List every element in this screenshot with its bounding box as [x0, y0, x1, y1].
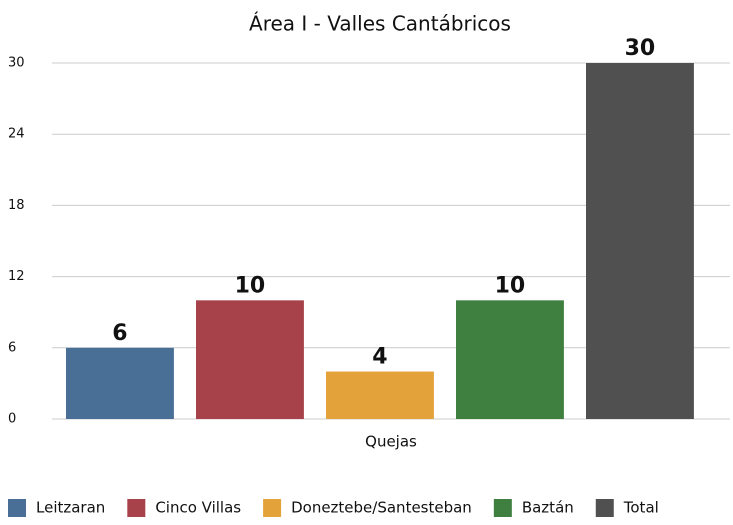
y-tick-label: 30 [8, 56, 25, 71]
legend-swatch [8, 499, 26, 517]
data-label: 10 [495, 273, 526, 298]
y-tick-label: 6 [8, 340, 16, 355]
legend-swatch [127, 499, 146, 517]
data-label: 4 [372, 345, 387, 370]
legend-label: Cinco Villas [155, 499, 241, 517]
legend-label: Baztán [522, 499, 574, 517]
bar [326, 371, 434, 419]
bar [66, 347, 174, 419]
legend-swatch [493, 499, 512, 517]
legend-label: Leitzaran [36, 499, 105, 517]
bar [456, 300, 564, 419]
y-tick-label: 24 [8, 127, 25, 142]
legend-swatch [263, 499, 282, 517]
data-label: 30 [625, 36, 656, 61]
data-label: 6 [112, 321, 127, 346]
y-tick-label: 18 [8, 198, 25, 213]
legend-label: Doneztebe/Santesteban [291, 499, 472, 517]
legend-swatch [595, 499, 614, 517]
bar [586, 63, 694, 419]
chart-title: Área I - Valles Cantábricos [249, 12, 511, 36]
legend-label: Total [623, 499, 659, 517]
data-label: 10 [235, 273, 266, 298]
x-tick-label: Quejas [365, 433, 417, 451]
bar [196, 300, 304, 419]
y-tick-label: 0 [8, 412, 16, 427]
y-tick-label: 12 [8, 269, 25, 284]
